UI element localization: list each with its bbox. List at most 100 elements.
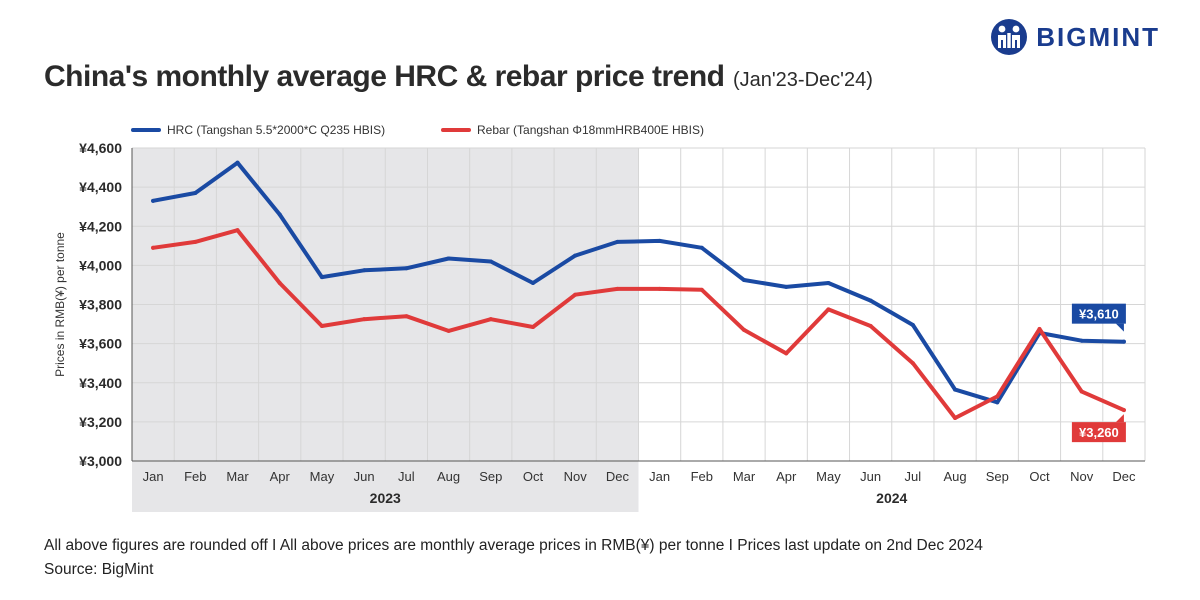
y-tick-label: ¥3,000 xyxy=(79,453,122,469)
legend-label-rebar: Rebar (Tangshan Φ18mmHRB400E HBIS) xyxy=(477,123,704,137)
data-point-hrc xyxy=(868,298,873,303)
x-tick-label: Jul xyxy=(398,469,415,484)
x-tick-label: Feb xyxy=(184,469,206,484)
data-point-rebar xyxy=(784,351,789,356)
data-point-rebar xyxy=(277,280,282,285)
x-tick-label: Jun xyxy=(860,469,881,484)
data-point-hrc xyxy=(826,280,831,285)
data-point-rebar xyxy=(362,317,367,322)
data-point-hrc xyxy=(235,160,240,165)
chart-title: China's monthly average HRC & rebar pric… xyxy=(44,60,725,93)
year-label-2023: 2023 xyxy=(370,490,401,506)
data-point-rebar xyxy=(699,287,704,292)
x-tick-label: Aug xyxy=(943,469,966,484)
end-label-pointer xyxy=(1115,414,1124,423)
x-tick-label: Dec xyxy=(606,469,630,484)
data-point-rebar xyxy=(826,307,831,312)
data-point-rebar xyxy=(319,324,324,329)
x-tick-label: Mar xyxy=(733,469,756,484)
series-line-hrc xyxy=(151,160,1126,405)
x-tick-label: Sep xyxy=(479,469,502,484)
data-point-hrc xyxy=(488,259,493,264)
data-point-hrc xyxy=(362,268,367,273)
data-point-rebar xyxy=(404,314,409,319)
data-point-rebar xyxy=(1079,389,1084,394)
data-point-hrc xyxy=(151,198,156,203)
end-label-box xyxy=(1071,422,1126,443)
footer-source: Source: BigMint xyxy=(44,561,154,578)
end-label-rebar: ¥3,260 xyxy=(1071,414,1126,443)
data-point-hrc xyxy=(742,278,747,283)
data-point-hrc xyxy=(1121,339,1126,344)
data-point-hrc xyxy=(657,238,662,243)
x-tick-label: Mar xyxy=(226,469,249,484)
bigmint-logo: BIGMINT xyxy=(990,18,1160,56)
data-point-hrc xyxy=(910,323,915,328)
brand-name: BIGMINT xyxy=(1036,21,1160,52)
data-point-rebar xyxy=(446,328,451,333)
chart-footer: All above figures are rounded off I All … xyxy=(44,534,983,582)
data-point-hrc xyxy=(1079,338,1084,343)
data-point-rebar xyxy=(488,317,493,322)
bigmint-logo-icon xyxy=(991,19,1028,55)
data-point-rebar xyxy=(573,292,578,297)
legend-label-hrc: HRC (Tangshan 5.5*2000*C Q235 HBIS) xyxy=(167,123,385,137)
x-tick-label: Sep xyxy=(986,469,1009,484)
chart-subtitle: (Jan'23-Dec'24) xyxy=(732,69,873,91)
y-tick-label: ¥3,400 xyxy=(79,375,122,391)
footer-note: All above figures are rounded off I All … xyxy=(44,537,983,554)
y-tick-label: ¥3,200 xyxy=(79,414,122,430)
data-point-rebar xyxy=(193,239,198,244)
data-point-rebar xyxy=(151,245,156,250)
x-tick-label: Nov xyxy=(564,469,588,484)
year-label-2024: 2024 xyxy=(876,490,907,506)
x-tick-label: Apr xyxy=(270,469,291,484)
data-point-hrc xyxy=(446,256,451,261)
data-point-hrc xyxy=(953,387,958,392)
data-point-rebar xyxy=(530,324,535,329)
data-point-hrc xyxy=(193,190,198,195)
data-point-hrc xyxy=(699,245,704,250)
end-label-box xyxy=(1071,303,1126,324)
data-point-hrc xyxy=(615,239,620,244)
data-point-rebar xyxy=(953,415,958,420)
x-tick-label: Oct xyxy=(523,469,544,484)
x-tick-label: Jul xyxy=(905,469,922,484)
y-tick-label: ¥4,400 xyxy=(79,179,122,195)
x-tick-label: Nov xyxy=(1070,469,1094,484)
chart-title-row: China's monthly average HRC & rebar pric… xyxy=(44,60,873,94)
data-point-rebar xyxy=(742,327,747,332)
end-label-text: ¥3,610 xyxy=(1079,307,1119,322)
data-point-hrc xyxy=(995,400,1000,405)
y-tick-label: ¥3,600 xyxy=(79,336,122,352)
data-point-hrc xyxy=(319,275,324,280)
data-point-hrc xyxy=(784,284,789,289)
data-point-rebar xyxy=(1037,326,1042,331)
y-tick-label: ¥3,800 xyxy=(79,297,122,313)
data-point-hrc xyxy=(404,266,409,271)
x-tick-label: Dec xyxy=(1112,469,1136,484)
x-tick-label: Oct xyxy=(1029,469,1050,484)
data-point-rebar xyxy=(615,286,620,291)
y-tick-label: ¥4,600 xyxy=(79,140,122,156)
x-tick-label: May xyxy=(310,469,335,484)
x-tick-label: Apr xyxy=(776,469,797,484)
y-tick-label: ¥4,200 xyxy=(79,218,122,234)
end-label-hrc: ¥3,610 xyxy=(1071,303,1126,332)
data-point-hrc xyxy=(573,253,578,258)
data-point-hrc xyxy=(530,280,535,285)
data-point-rebar xyxy=(910,361,915,366)
data-point-hrc xyxy=(277,212,282,217)
data-point-rebar xyxy=(235,228,240,233)
x-tick-label: Aug xyxy=(437,469,460,484)
price-trend-chart: ¥3,000 ¥3,200 ¥3,400 ¥3,600 ¥3,800 ¥4,000 ¥4,2… xyxy=(53,123,1146,512)
data-point-rebar xyxy=(868,324,873,329)
y-axis-title: Prices in RMB(¥) per tonne xyxy=(53,232,67,377)
x-tick-label: Feb xyxy=(691,469,713,484)
data-point-rebar xyxy=(1121,408,1126,413)
data-point-rebar xyxy=(657,286,662,291)
end-label-text: ¥3,260 xyxy=(1079,425,1119,440)
x-tick-label: May xyxy=(816,469,841,484)
y-tick-label: ¥4,000 xyxy=(79,257,122,273)
series-line-rebar xyxy=(151,228,1126,420)
